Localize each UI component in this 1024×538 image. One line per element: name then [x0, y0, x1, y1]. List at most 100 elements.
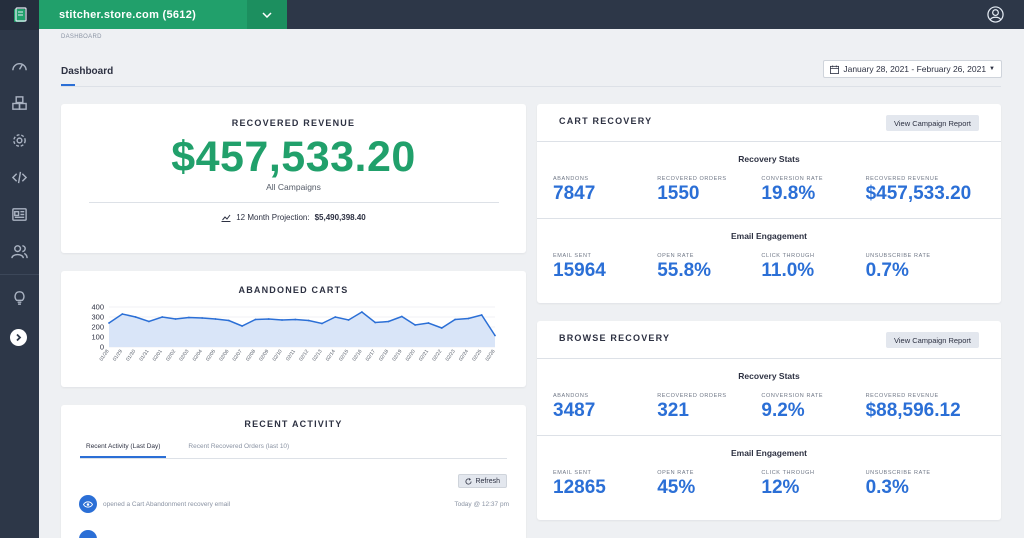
nav-dashboard[interactable] [0, 48, 39, 85]
cart-recovery-card: CART RECOVERY View Campaign Report Recov… [537, 104, 1001, 303]
data-point[interactable] [294, 318, 297, 321]
gear-icon [13, 134, 26, 147]
tab-dashboard[interactable]: Dashboard [61, 66, 114, 77]
activity-item-icon [79, 530, 97, 538]
data-point[interactable] [227, 319, 230, 322]
stat-value: 9.2% [761, 400, 805, 421]
list-item[interactable] [79, 530, 509, 538]
data-point[interactable] [267, 318, 270, 320]
stat-open-rate: OPEN RATE 55.8% [657, 253, 761, 283]
app-logo[interactable] [0, 0, 39, 30]
date-range-picker[interactable]: January 28, 2021 - February 26, 2021 ▼ [823, 60, 1002, 78]
eye-icon [83, 500, 93, 508]
data-point[interactable] [134, 316, 137, 318]
divider [537, 218, 1001, 219]
stat-email-sent: EMAIL SENT 12865 [553, 470, 657, 500]
card-title: BROWSE RECOVERY [559, 333, 671, 343]
stat-label: UNSUBSCRIBE RATE [865, 470, 931, 476]
data-point[interactable] [360, 311, 363, 313]
stat-recovered-revenue: RECOVERED REVENUE $457,533.20 [866, 176, 1001, 206]
data-point[interactable] [307, 319, 310, 322]
engagement-stats-row: EMAIL SENT 15964 OPEN RATE 55.8% CLICK THR… [537, 253, 1001, 283]
data-point[interactable] [414, 324, 417, 326]
recovery-stats-row: ABANDONS 3487 RECOVERED ORDERS 321 CONVERS… [537, 393, 1001, 423]
nav-customers[interactable] [0, 233, 39, 270]
series-line [108, 311, 496, 336]
stat-value: $457,533.20 [865, 183, 972, 204]
data-point[interactable] [494, 334, 496, 337]
data-point[interactable] [214, 318, 217, 320]
card-header: BROWSE RECOVERY View Campaign Report [537, 321, 1001, 359]
x-tick-label: 01/30 [125, 349, 137, 363]
projection-row: 12 Month Projection: $5,490,398.40 [61, 213, 526, 223]
data-point[interactable] [427, 322, 430, 324]
nav-products[interactable] [0, 85, 39, 122]
view-campaign-report-button[interactable]: View Campaign Report [886, 115, 979, 131]
data-point[interactable] [480, 314, 483, 316]
stat-value: 12865 [553, 477, 606, 498]
stat-value: 15964 [553, 260, 606, 281]
y-tick-label: 200 [91, 323, 104, 332]
stat-label: CONVERSION RATE [761, 176, 824, 182]
x-tick-label: 02/23 [445, 349, 457, 363]
stat-recovered-orders: RECOVERED ORDERS 321 [657, 393, 761, 423]
data-point[interactable] [321, 322, 323, 325]
x-tick-label: 02/09 [258, 349, 270, 363]
stat-conversion-rate: CONVERSION RATE 9.2% [761, 393, 865, 423]
card-title: RECENT ACTIVITY [244, 419, 343, 429]
x-tick-label: 02/06 [218, 349, 230, 363]
data-point[interactable] [400, 315, 403, 318]
data-point[interactable] [148, 320, 150, 323]
nav-campaigns[interactable] [0, 196, 39, 233]
y-tick-label: 0 [100, 343, 104, 352]
recovery-stats-row: ABANDONS 7847 RECOVERED ORDERS 1550 CONVER… [537, 176, 1001, 206]
data-point[interactable] [454, 318, 456, 321]
tab-recent-activity[interactable]: Recent Activity (Last Day) [80, 441, 167, 458]
nav-settings[interactable] [0, 122, 39, 159]
stat-unsubscribe-rate: UNSUBSCRIBE RATE 0.3% [866, 470, 1001, 500]
list-item[interactable]: opened a Cart Abandonment recovery email… [79, 495, 509, 513]
stat-click-through: CLICK THROUGH 12% [761, 470, 865, 500]
calendar-icon [830, 64, 840, 74]
recovery-stats-title: Recovery Stats [738, 154, 800, 164]
data-point[interactable] [334, 316, 337, 318]
data-point[interactable] [108, 322, 110, 324]
refresh-button[interactable]: Refresh [458, 474, 507, 488]
expand-sidebar-button[interactable] [10, 329, 27, 346]
breadcrumb: DASHBOARD [61, 34, 102, 40]
data-point[interactable] [254, 318, 257, 321]
data-point[interactable] [161, 316, 164, 318]
x-tick-label: 02/13 [312, 349, 324, 363]
stat-value: 0.7% [865, 260, 909, 281]
card-title: CART RECOVERY [559, 116, 653, 126]
recovered-revenue-subtitle: All Campaigns [266, 182, 321, 193]
user-account-icon[interactable] [987, 6, 1004, 23]
data-point[interactable] [374, 321, 377, 324]
data-point[interactable] [387, 320, 390, 323]
data-point[interactable] [174, 318, 177, 320]
x-tick-label: 02/04 [192, 349, 204, 363]
sidebar [0, 0, 39, 538]
activity-item-icon [79, 495, 97, 513]
x-tick-label: 02/17 [365, 349, 377, 363]
stat-label: RECOVERED ORDERS [657, 393, 727, 399]
data-point[interactable] [347, 319, 350, 321]
growth-chart-icon [221, 214, 231, 223]
store-dropdown-toggle[interactable] [247, 0, 287, 29]
nav-integrations[interactable] [0, 159, 39, 196]
newsletter-icon [12, 208, 27, 221]
data-point[interactable] [201, 317, 204, 319]
tab-recent-recovered-orders[interactable]: Recent Recovered Orders (last 10) [188, 443, 290, 450]
data-point[interactable] [241, 325, 244, 327]
x-tick-label: 01/29 [112, 349, 124, 363]
view-campaign-report-button[interactable]: View Campaign Report [886, 332, 979, 348]
data-point[interactable] [467, 317, 470, 320]
data-point[interactable] [281, 319, 283, 321]
data-point[interactable] [121, 313, 124, 315]
x-tick-label: 02/02 [165, 349, 177, 363]
nav-ideas[interactable] [0, 279, 39, 316]
store-selector[interactable]: stitcher.store.com (5612) [39, 0, 247, 29]
x-tick-label: 02/05 [205, 349, 217, 363]
data-point[interactable] [440, 327, 443, 329]
data-point[interactable] [187, 316, 190, 319]
